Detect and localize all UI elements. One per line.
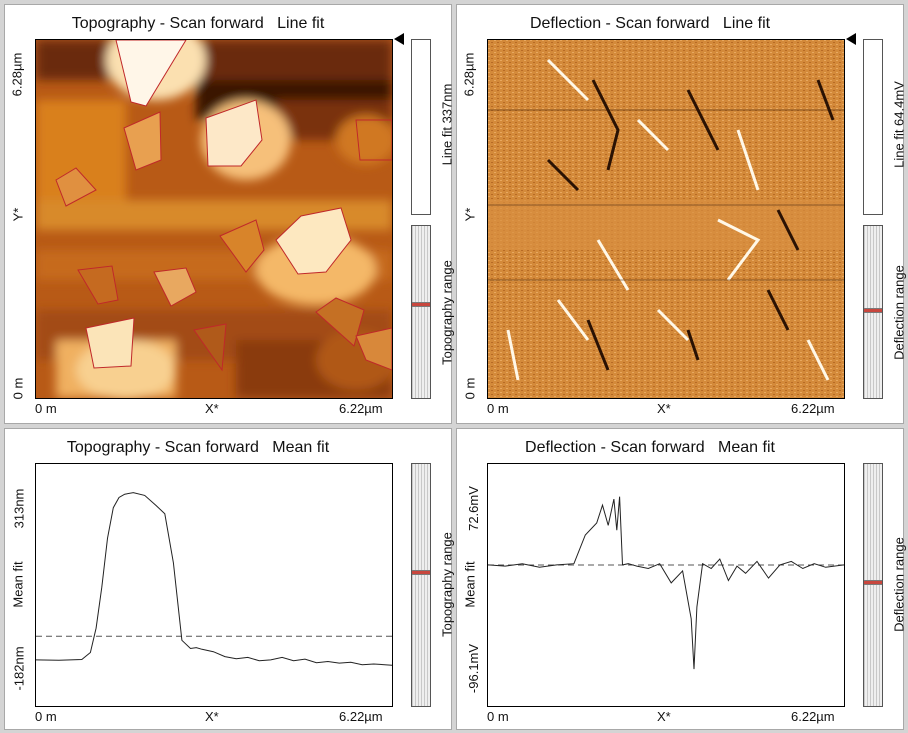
topography-profile-panel: Topography - Scan forward Mean fit 313nm… — [4, 428, 455, 730]
x-axis-label: X* — [205, 709, 219, 724]
y-max-label: 6.28µm — [461, 52, 477, 97]
y-axis-label: Mean fit — [462, 561, 478, 608]
y-max-label: 72.6mV — [465, 486, 481, 531]
y-min-label: -96.1mV — [466, 643, 482, 694]
x-max-label: 6.22µm — [791, 401, 835, 416]
deflection-profile-svg — [488, 496, 844, 670]
profile-line — [36, 492, 392, 666]
range-label: Deflection range — [891, 537, 907, 632]
range-marker[interactable] — [412, 570, 430, 575]
deflection-image-panel: Deflection - Scan forward Line fit 6.28µ… — [456, 4, 907, 424]
colorbar — [411, 39, 431, 215]
y-max-label: 313nm — [11, 488, 27, 529]
topography-image[interactable] — [35, 39, 393, 399]
topography-profile-svg — [36, 492, 392, 666]
panel-title: Deflection - Scan forward Line fit — [529, 15, 771, 32]
x-axis-label: X* — [657, 401, 671, 416]
x-max-label: 6.22µm — [791, 709, 835, 724]
range-label: Deflection range — [891, 265, 907, 360]
deflection-image[interactable] — [487, 39, 845, 399]
range-bar[interactable] — [863, 225, 883, 399]
topography-profile-plot[interactable] — [35, 463, 393, 707]
y-axis-label: Mean fit — [10, 561, 26, 608]
x-min-label: 0 m — [35, 709, 57, 724]
colorbar — [863, 39, 883, 215]
y-max-label: 6.28µm — [9, 52, 25, 97]
x-min-label: 0 m — [487, 401, 509, 416]
panel-title: Deflection - Scan forward Mean fit — [525, 439, 775, 456]
y-min-label: 0 m — [462, 377, 478, 400]
x-min-label: 0 m — [487, 709, 509, 724]
range-bar[interactable] — [411, 463, 431, 707]
topography-heatmap — [36, 40, 392, 398]
deflection-heatmap — [488, 40, 844, 398]
scan-line-marker-icon[interactable] — [846, 33, 856, 45]
x-max-label: 6.22µm — [339, 709, 383, 724]
scan-line-marker-icon[interactable] — [394, 33, 404, 45]
x-max-label: 6.22µm — [339, 401, 383, 416]
y-min-label: 0 m — [10, 377, 26, 400]
x-axis-label: X* — [657, 709, 671, 724]
range-bar[interactable] — [863, 463, 883, 707]
deflection-profile-plot[interactable] — [487, 463, 845, 707]
panel-title: Topography - Scan forward Line fit — [71, 15, 325, 32]
profile-line — [488, 496, 844, 670]
topography-image-panel: Topography - Scan forward Line fit 6.28µ… — [4, 4, 455, 424]
colorbar-label: Line fit 64.4mV — [891, 81, 907, 168]
deflection-profile-panel: Deflection - Scan forward Mean fit 72.6m… — [456, 428, 907, 730]
x-axis-label: X* — [205, 401, 219, 416]
range-label: Topography range — [439, 260, 455, 365]
y-axis-label: Y* — [462, 207, 478, 222]
y-axis-label: Y* — [10, 207, 26, 222]
colorbar-label: Line fit 337nm — [439, 83, 455, 166]
y-min-label: -182nm — [11, 646, 27, 691]
range-marker[interactable] — [412, 302, 430, 307]
range-marker[interactable] — [864, 580, 882, 585]
range-bar[interactable] — [411, 225, 431, 399]
panel-title: Topography - Scan forward Mean fit — [66, 439, 330, 456]
range-label: Topography range — [439, 532, 455, 637]
x-min-label: 0 m — [35, 401, 57, 416]
range-marker[interactable] — [864, 308, 882, 313]
